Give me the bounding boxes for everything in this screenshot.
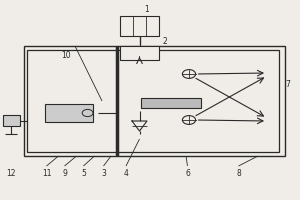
Text: 3: 3 bbox=[101, 170, 106, 178]
Bar bbox=[27, 50, 117, 152]
Text: 1: 1 bbox=[145, 5, 149, 15]
Bar bbox=[45, 104, 93, 122]
Bar bbox=[24, 46, 285, 156]
Text: 12: 12 bbox=[7, 170, 16, 178]
Text: 9: 9 bbox=[62, 170, 67, 178]
Text: 6: 6 bbox=[185, 170, 190, 178]
Text: 2: 2 bbox=[163, 38, 167, 46]
Bar bbox=[117, 50, 279, 152]
Bar bbox=[141, 98, 201, 108]
Text: 11: 11 bbox=[42, 170, 51, 178]
Text: 10: 10 bbox=[61, 51, 71, 60]
Text: 7: 7 bbox=[286, 80, 290, 88]
Text: 5: 5 bbox=[81, 170, 86, 178]
Bar bbox=[120, 46, 159, 60]
Bar bbox=[120, 16, 159, 36]
Text: 4: 4 bbox=[124, 170, 128, 178]
Text: 8: 8 bbox=[236, 170, 241, 178]
Bar bbox=[3, 115, 20, 126]
